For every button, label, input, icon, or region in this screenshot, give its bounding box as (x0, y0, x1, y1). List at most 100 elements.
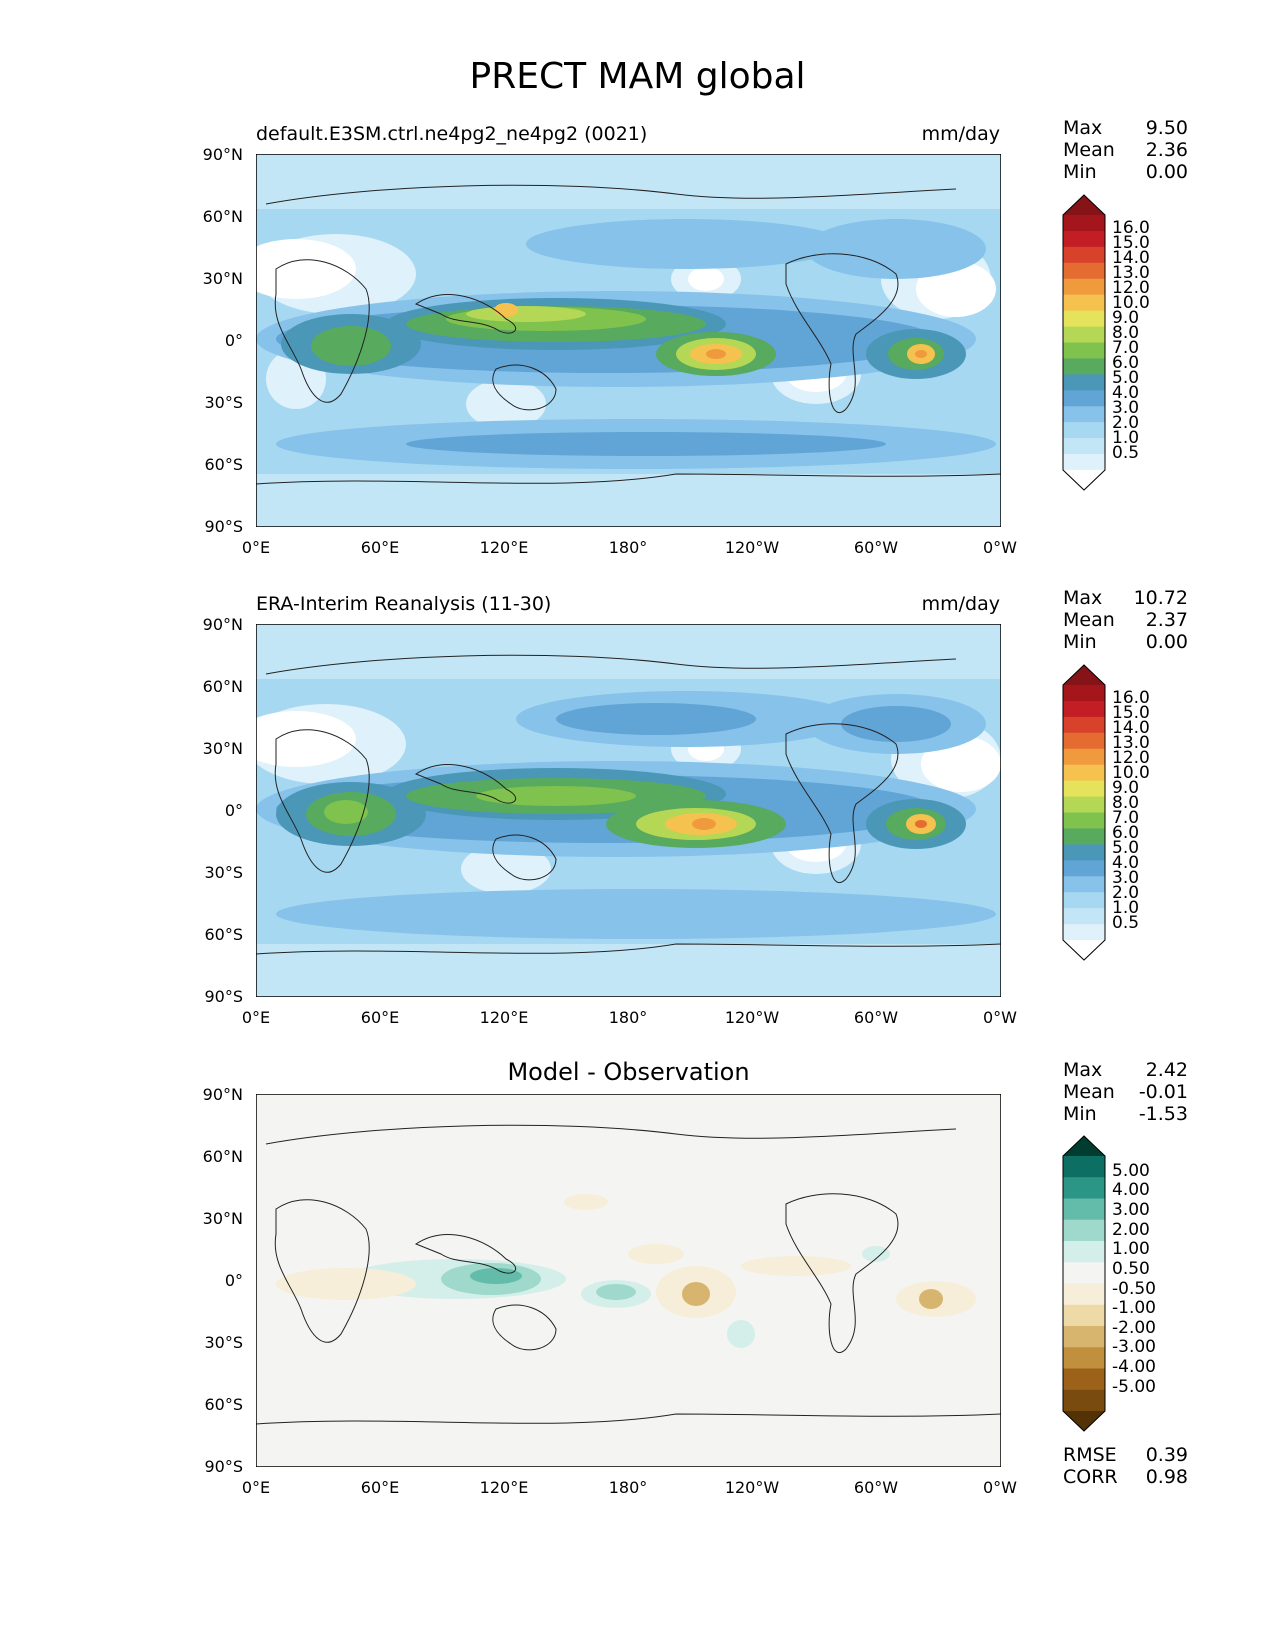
lon-tick: 60°E (360, 538, 400, 557)
colorbar-label: 5.00 (1112, 1160, 1150, 1181)
panel-test-left-title: default.E3SM.ctrl.ne4pg2_ne4pg2 (0021) (256, 123, 648, 145)
colorbar-outline (1062, 194, 1106, 491)
lat-tick: 30°N (202, 1209, 243, 1228)
colorbar-diff (1062, 1135, 1106, 1432)
colorbar-label: 2.0 (1112, 882, 1140, 903)
map-ref (256, 624, 1001, 997)
lon-tick: 0°E (241, 1478, 271, 1497)
colorbar-swatch (1063, 294, 1105, 312)
colorbar-label: 9.0 (1112, 777, 1140, 798)
colorbar-swatch (1063, 892, 1105, 909)
colorbar-swatch (1063, 1347, 1105, 1369)
colorbar-label: 4.0 (1112, 852, 1140, 873)
metric-value: 0.39 (1145, 1444, 1188, 1466)
colorbar-label: 1.0 (1112, 897, 1140, 918)
colorbar-label: 5.0 (1112, 367, 1140, 388)
metric-name: RMSE (1063, 1444, 1117, 1466)
colorbar-swatch (1063, 780, 1105, 798)
lon-tick: 60°W (853, 538, 899, 557)
colorbar-swatch (1063, 844, 1105, 861)
stat-value: 2.42 (1145, 1059, 1188, 1081)
lat-tick: 90°N (202, 145, 243, 164)
colorbar-swatch (1063, 1198, 1105, 1221)
lat-tick: 90°N (202, 615, 243, 634)
stat-name: Min (1063, 161, 1097, 183)
colorbar-label: -5.00 (1112, 1376, 1156, 1397)
colorbar-swatch (1063, 1326, 1105, 1348)
colorbar-swatch (1063, 1219, 1105, 1242)
panel-ref-units: mm/day (921, 593, 1000, 615)
colorbar-swatch (1063, 1262, 1105, 1284)
stat-value: 10.72 (1133, 587, 1188, 609)
colorbar-swatch (1063, 812, 1105, 829)
lat-tick: 30°S (204, 863, 243, 882)
colorbar-label: 12.0 (1112, 277, 1150, 298)
colorbar-swatch (1063, 358, 1105, 375)
lon-tick: 120°W (724, 538, 780, 557)
colorbar-label: 0.5 (1112, 442, 1140, 463)
colorbar-swatch (1063, 278, 1105, 296)
lat-tick: 60°S (204, 1395, 243, 1414)
colorbar-label: 7.0 (1112, 807, 1140, 828)
colorbar-label: 2.0 (1112, 412, 1140, 433)
colorbar-label: -4.00 (1112, 1356, 1156, 1377)
map-diff (256, 1094, 1001, 1467)
colorbar-label: 13.0 (1112, 262, 1150, 283)
lat-tick: 90°S (204, 517, 243, 536)
stat-value: 0.00 (1145, 161, 1188, 183)
lat-tick: 60°S (204, 925, 243, 944)
lat-tick: 30°N (202, 269, 243, 288)
colorbar-label: 15.0 (1112, 702, 1150, 723)
colorbar-extend-bottom (1063, 470, 1105, 490)
lat-tick: 0° (224, 1271, 243, 1290)
lat-tick: 30°S (204, 1333, 243, 1352)
colorbar-label: 13.0 (1112, 732, 1150, 753)
colorbar-swatch (1063, 310, 1105, 328)
lon-tick: 0°E (241, 1008, 271, 1027)
stat-name: Mean (1063, 139, 1115, 161)
colorbar-swatch (1063, 390, 1105, 407)
colorbar-swatch (1063, 685, 1105, 702)
stat-value: 0.00 (1145, 631, 1188, 653)
lon-tick: 180° (608, 1008, 648, 1027)
colorbar-swatch (1063, 796, 1105, 813)
colorbar-extend-top (1063, 1136, 1105, 1156)
stat-name: Min (1063, 631, 1097, 653)
map-test (256, 154, 1001, 527)
lon-tick: 180° (608, 1478, 648, 1497)
colorbar-label: 15.0 (1112, 232, 1150, 253)
colorbar-swatch (1063, 1304, 1105, 1327)
colorbar-swatch (1063, 215, 1105, 232)
metric-name: CORR (1063, 1466, 1118, 1488)
colorbar-swatch (1063, 876, 1105, 893)
lat-tick: 0° (224, 801, 243, 820)
colorbar-swatch (1063, 748, 1105, 766)
colorbar-outline (1062, 664, 1106, 961)
colorbar-label: -3.00 (1112, 1337, 1156, 1358)
lon-tick: 120°E (479, 538, 529, 557)
colorbar-label: -1.00 (1112, 1298, 1156, 1319)
colorbar-swatch (1063, 326, 1105, 343)
colorbar-label: 1.00 (1112, 1239, 1150, 1260)
colorbar-label: 3.0 (1112, 397, 1140, 418)
colorbar-label: 4.00 (1112, 1180, 1150, 1201)
colorbar-swatch (1063, 438, 1105, 455)
colorbar-swatch (1063, 262, 1105, 280)
colorbar-swatch (1063, 230, 1105, 248)
stat-value: -1.53 (1138, 1103, 1188, 1125)
colorbar-label: -2.00 (1112, 1317, 1156, 1338)
lon-tick: 120°E (479, 1478, 529, 1497)
colorbar-ref (1062, 664, 1106, 961)
colorbar-swatch (1063, 1389, 1105, 1412)
stat-value: 2.36 (1145, 139, 1188, 161)
colorbar-label: 8.0 (1112, 792, 1140, 813)
colorbar-swatch (1063, 716, 1105, 734)
colorbar-swatch (1063, 406, 1105, 423)
figure-title: PRECT MAM global (469, 56, 806, 97)
colorbar-label: 0.50 (1112, 1258, 1150, 1279)
colorbar-swatch (1063, 1368, 1105, 1391)
stat-name: Mean (1063, 609, 1115, 631)
lon-tick: 0°W (983, 1478, 1017, 1497)
colorbar-label: 14.0 (1112, 247, 1150, 268)
lat-tick: 60°S (204, 455, 243, 474)
